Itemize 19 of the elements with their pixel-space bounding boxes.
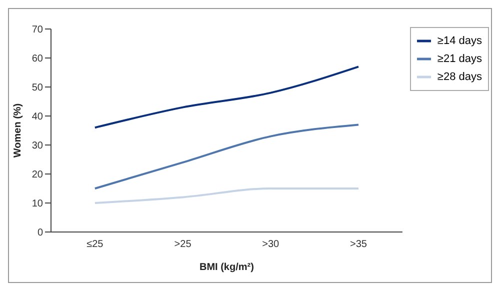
- y-tick-label: 70: [32, 24, 44, 36]
- y-tick-label: 20: [32, 170, 44, 181]
- legend-label: ≥21 days: [437, 53, 482, 65]
- y-tick-label: 60: [32, 54, 44, 65]
- y-tick-label: 40: [32, 112, 44, 123]
- line-series: [94, 124, 360, 190]
- y-tick-label: 50: [32, 82, 44, 94]
- y-tick-label: 0: [37, 228, 44, 239]
- x-tick-label: >25: [174, 239, 192, 250]
- x-axis-title: BMI (kg/m²): [199, 262, 254, 273]
- y-tick-label: 30: [32, 140, 44, 152]
- y-axis-title: Women (%): [12, 103, 24, 158]
- x-tick-label: >30: [262, 239, 280, 250]
- y-tick-label: 10: [32, 198, 44, 210]
- legend-label: ≥28 days: [437, 71, 482, 83]
- x-tick-label: >35: [350, 239, 368, 250]
- x-tick-label: ≤25: [86, 239, 104, 250]
- legend-label: ≥14 days: [437, 35, 482, 47]
- line-series: [94, 66, 360, 129]
